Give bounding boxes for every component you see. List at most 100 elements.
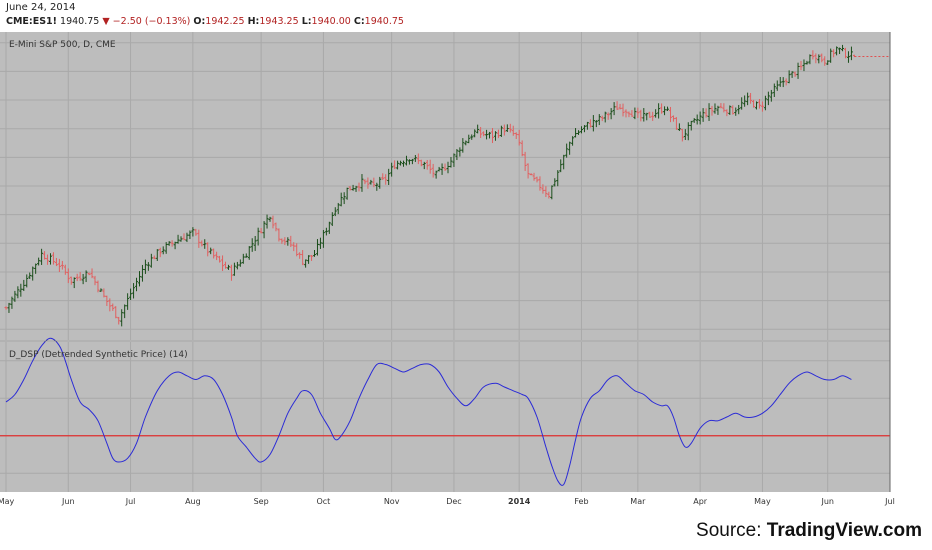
ohlc-bar: [357, 182, 361, 192]
ohlc-bar: [304, 259, 308, 268]
time-axis[interactable]: May Jun Jul Aug Sep Oct Nov Dec 2014 Feb Mar Apr May…: [0, 497, 895, 506]
ohlc-bar: [69, 276, 73, 285]
ohlc-bar: [135, 277, 139, 292]
time-axis-label: Feb: [574, 497, 588, 506]
dsp-line: [5, 337, 852, 486]
ohlc-bar: [161, 246, 165, 255]
ohlc-bar: [666, 106, 670, 111]
price-pane[interactable]: 1960.001920.001880.001840.001800.001760.…: [0, 32, 929, 340]
ohlc-bar: [57, 258, 61, 273]
ohlc-bar: [93, 275, 97, 286]
ohlc-bar: [657, 103, 661, 119]
ohlc-bar: [671, 115, 675, 122]
ohlc-bar: [772, 83, 776, 97]
ohlc-bar: [393, 160, 397, 170]
ohlc-bar: [553, 178, 557, 187]
ohlc-bar: [137, 271, 141, 287]
ohlc-bar: [585, 121, 589, 130]
ohlc-bar: [25, 274, 29, 288]
ohlc-bar: [713, 103, 717, 114]
ohlc-bar: [390, 162, 394, 177]
ohlc-bar: [396, 160, 400, 170]
ohlc-bar: [621, 103, 625, 117]
ohlc-bar: [218, 255, 222, 263]
ohlc-bar: [571, 136, 575, 146]
ohlc-bar: [152, 255, 156, 260]
ohlc-bar: [606, 112, 610, 120]
ohlc-bar: [627, 111, 631, 118]
ohlc-bar: [485, 129, 489, 140]
ohlc-bar: [784, 78, 788, 86]
low-label: L:: [301, 16, 312, 27]
oscillator-pane[interactable]: 20.000010.00000.0000-10.000014.8641: [0, 337, 932, 492]
ohlc-bar: [760, 101, 764, 112]
ohlc-bar: [90, 268, 94, 279]
ohlc-bar: [464, 140, 468, 146]
ohlc-bar: [253, 235, 257, 251]
ohlc-bar: [298, 252, 302, 259]
ohlc-bar: [473, 129, 477, 138]
ohlc-bar: [268, 216, 272, 222]
ohlc-bar: [31, 266, 35, 281]
ohlc-bar: [4, 306, 8, 310]
ohlc-bar: [440, 163, 444, 175]
ohlc-bar: [194, 228, 198, 236]
ohlc-bar: [757, 99, 761, 109]
ohlc-bar: [568, 141, 572, 155]
ohlc-bar: [597, 114, 601, 126]
ohlc-bar: [766, 91, 770, 106]
ohlc-bar: [565, 143, 569, 158]
ohlc-bar: [167, 241, 171, 246]
ohlc-bar: [796, 62, 800, 79]
ohlc-bar: [838, 47, 842, 55]
ohlc-bar: [618, 103, 622, 110]
price-scale-background: [890, 32, 932, 492]
ohlc-bar: [787, 70, 791, 84]
ohlc-bar: [823, 56, 827, 66]
ohlc-bar: [683, 129, 687, 140]
ohlc-bar: [844, 47, 848, 59]
ohlc-bar: [99, 288, 103, 292]
ohlc-bar: [342, 192, 346, 205]
ohlc-bar: [274, 222, 278, 232]
ohlc-bar: [37, 257, 41, 266]
date-label: June 24, 2014: [6, 2, 76, 13]
ohlc-bar: [120, 309, 124, 327]
ohlc-bar: [488, 131, 492, 139]
ohlc-bar: [215, 251, 219, 261]
time-axis-label: Oct: [316, 497, 330, 506]
close-label: C:: [353, 16, 365, 27]
ohlc-bar: [416, 153, 420, 165]
ohlc-bar: [535, 176, 539, 183]
ohlc-bar: [102, 288, 106, 298]
ohlc-bar: [817, 54, 821, 64]
ohlc-bar: [212, 248, 216, 259]
ohlc-bar: [19, 283, 23, 297]
ohlc-bar: [327, 221, 331, 234]
close-value: 1940.75: [364, 16, 404, 27]
chart-canvas[interactable]: 1960.001920.001880.001840.001800.001760.…: [0, 30, 932, 515]
ohlc-bar: [241, 253, 245, 264]
ohlc-bar: [763, 95, 767, 111]
ohlc-bar: [292, 242, 296, 252]
ohlc-bar: [630, 110, 634, 117]
ohlc-bar: [235, 261, 239, 270]
ohlc-bar: [206, 242, 210, 257]
ohlc-bar: [203, 239, 207, 249]
ohlc-bar: [538, 176, 542, 191]
ohlc-bar: [7, 302, 11, 313]
ohlc-bar: [360, 174, 364, 192]
ohlc-bar: [315, 239, 319, 256]
ohlc-bar: [399, 160, 403, 166]
ohlc-bar: [46, 254, 50, 265]
ohlc-bar: [532, 172, 536, 181]
ohlc-bar: [674, 117, 678, 130]
ohlc-bar: [63, 264, 67, 275]
price-pane-title: E-Mini S&P 500, D, CME: [9, 40, 116, 50]
ohlc-bar: [351, 184, 355, 191]
ohlc-bar: [428, 159, 432, 174]
ohlc-bar: [749, 92, 753, 104]
ohlc-bar: [740, 97, 744, 110]
ohlc-bar: [96, 280, 100, 293]
symbol-label[interactable]: CME:ES1!: [6, 16, 57, 27]
